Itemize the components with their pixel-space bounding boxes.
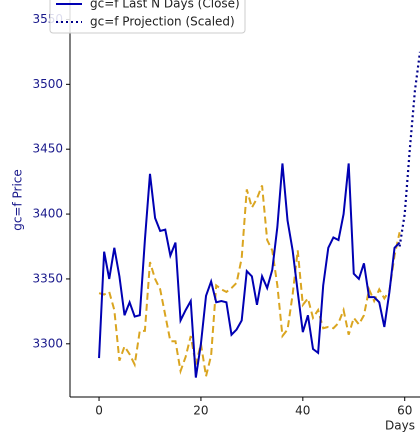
x-tick-label: 40 xyxy=(295,404,310,418)
x-axis-label: Days xyxy=(385,419,415,433)
y-tick-label: 3350 xyxy=(32,271,63,285)
series-line xyxy=(398,51,420,247)
y-tick-label: 3450 xyxy=(32,142,63,156)
y-axis-label: gc=f Price xyxy=(11,169,25,231)
series-line xyxy=(98,163,401,378)
series-line xyxy=(98,185,401,377)
y-tick-label: 3400 xyxy=(32,207,63,221)
y-tick-label: 3500 xyxy=(32,77,63,91)
x-tick-label: 0 xyxy=(95,404,103,418)
legend-label: gc=f Projection (Scaled) xyxy=(90,15,235,29)
legend-label: gc=f Last N Days (Close) xyxy=(90,0,240,11)
legend: gc=f Last N Days (Close) gc=f Projection … xyxy=(49,0,246,34)
x-tick-label: 60 xyxy=(397,404,412,418)
x-tick-label: 20 xyxy=(193,404,208,418)
legend-box xyxy=(49,0,246,34)
y-tick-label: 3300 xyxy=(32,336,63,350)
